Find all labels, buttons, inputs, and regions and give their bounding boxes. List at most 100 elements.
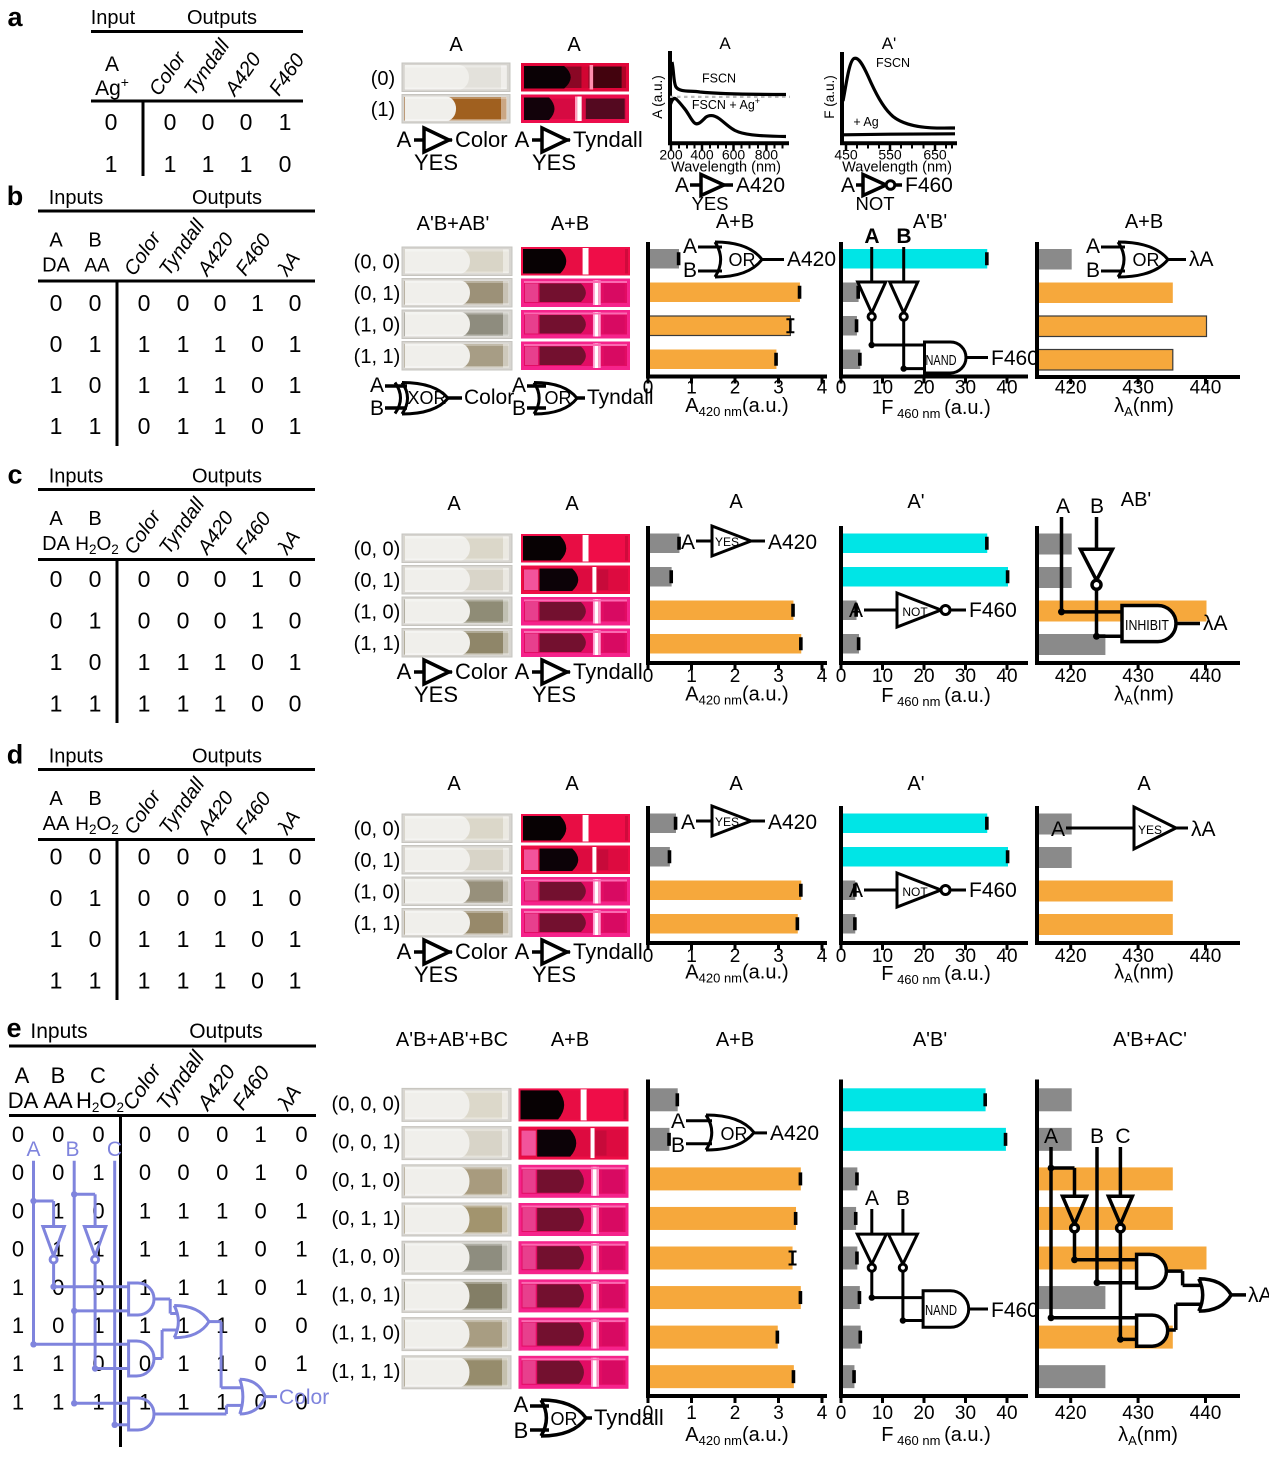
svg-text:Outputs: Outputs bbox=[189, 1020, 263, 1043]
svg-text:(1, 0, 0): (1, 0, 0) bbox=[332, 1246, 401, 1268]
svg-text:1: 1 bbox=[177, 1389, 189, 1414]
svg-text:Input: Input bbox=[91, 7, 136, 29]
svg-text:0: 0 bbox=[202, 109, 215, 135]
svg-text:(0, 0): (0, 0) bbox=[354, 252, 401, 274]
svg-text:Inputs: Inputs bbox=[49, 746, 103, 768]
svg-text:F460: F460 bbox=[991, 347, 1039, 370]
svg-text:A+B: A+B bbox=[1125, 211, 1163, 233]
svg-text:0: 0 bbox=[138, 844, 151, 870]
svg-text:0: 0 bbox=[251, 926, 264, 952]
svg-text:d: d bbox=[7, 740, 24, 770]
svg-text:0: 0 bbox=[177, 844, 190, 870]
svg-text:A: A bbox=[671, 1110, 685, 1133]
svg-text:550: 550 bbox=[878, 147, 902, 163]
svg-text:F460: F460 bbox=[969, 599, 1017, 622]
svg-text:1: 1 bbox=[686, 666, 697, 687]
svg-text:1: 1 bbox=[295, 1275, 307, 1300]
svg-text:A: A bbox=[865, 1187, 879, 1210]
svg-text:1: 1 bbox=[12, 1351, 24, 1376]
svg-text:1: 1 bbox=[177, 968, 190, 994]
svg-text:1: 1 bbox=[686, 1403, 697, 1424]
svg-text:DA: DA bbox=[8, 1088, 39, 1113]
svg-text:1: 1 bbox=[177, 372, 190, 398]
svg-text:A+B: A+B bbox=[551, 1029, 589, 1051]
svg-text:0: 0 bbox=[295, 1313, 307, 1338]
svg-text:YES: YES bbox=[532, 150, 576, 175]
svg-text:1: 1 bbox=[216, 1198, 228, 1223]
svg-text:0: 0 bbox=[251, 649, 264, 675]
svg-text:0: 0 bbox=[89, 566, 102, 592]
svg-text:0: 0 bbox=[643, 378, 654, 399]
svg-text:A: A bbox=[49, 788, 63, 810]
svg-text:B: B bbox=[683, 259, 697, 282]
svg-text:A'B+AB'+BC: A'B+AB'+BC bbox=[396, 1029, 508, 1051]
svg-text:0: 0 bbox=[177, 290, 190, 316]
svg-text:0: 0 bbox=[52, 1160, 64, 1185]
svg-text:0: 0 bbox=[50, 844, 63, 870]
svg-text:0: 0 bbox=[254, 1313, 266, 1338]
svg-text:1: 1 bbox=[138, 926, 151, 952]
svg-text:0: 0 bbox=[295, 1160, 307, 1185]
svg-text:430: 430 bbox=[1122, 1403, 1154, 1424]
svg-text:(0, 0, 0): (0, 0, 0) bbox=[332, 1093, 401, 1115]
svg-text:Color: Color bbox=[455, 939, 508, 964]
svg-text:B: B bbox=[512, 397, 526, 420]
svg-text:1: 1 bbox=[52, 1351, 64, 1376]
svg-text:A: A bbox=[675, 174, 689, 197]
svg-text:A': A' bbox=[882, 34, 897, 53]
svg-text:1: 1 bbox=[214, 413, 227, 439]
svg-text:A: A bbox=[370, 374, 384, 397]
svg-text:0: 0 bbox=[289, 844, 302, 870]
svg-text:C: C bbox=[90, 1063, 106, 1088]
svg-text:0: 0 bbox=[138, 566, 151, 592]
svg-text:(1, 1): (1, 1) bbox=[354, 633, 401, 655]
svg-text:0: 0 bbox=[251, 413, 264, 439]
svg-text:1: 1 bbox=[139, 1237, 151, 1262]
svg-text:0: 0 bbox=[139, 1160, 151, 1185]
svg-text:YES: YES bbox=[691, 193, 728, 214]
svg-text:C: C bbox=[107, 1138, 122, 1161]
svg-text:0: 0 bbox=[138, 608, 151, 634]
svg-text:0: 0 bbox=[89, 926, 102, 952]
svg-text:Outputs: Outputs bbox=[192, 746, 262, 768]
svg-text:1: 1 bbox=[251, 844, 264, 870]
svg-text:0: 0 bbox=[643, 1403, 654, 1424]
svg-text:A'B+AC': A'B+AC' bbox=[1113, 1029, 1187, 1051]
svg-text:0: 0 bbox=[177, 566, 190, 592]
svg-text:1: 1 bbox=[89, 885, 102, 911]
svg-text:0: 0 bbox=[289, 885, 302, 911]
svg-text:0: 0 bbox=[52, 1313, 64, 1338]
svg-text:B: B bbox=[88, 230, 101, 252]
svg-text:1: 1 bbox=[216, 1275, 228, 1300]
svg-text:NAND: NAND bbox=[926, 352, 957, 369]
svg-text:0: 0 bbox=[89, 372, 102, 398]
svg-text:AA: AA bbox=[43, 813, 70, 835]
svg-text:YES: YES bbox=[1138, 823, 1162, 837]
svg-text:3: 3 bbox=[773, 666, 784, 687]
svg-text:B: B bbox=[1090, 495, 1104, 518]
svg-text:1: 1 bbox=[50, 372, 63, 398]
svg-text:B: B bbox=[65, 1138, 79, 1161]
svg-text:Outputs: Outputs bbox=[187, 7, 257, 29]
svg-text:DA: DA bbox=[42, 255, 70, 277]
svg-text:0: 0 bbox=[289, 290, 302, 316]
svg-text:FSCN: FSCN bbox=[702, 72, 736, 86]
svg-text:λA(nm): λA(nm) bbox=[1114, 962, 1174, 986]
svg-text:A: A bbox=[719, 34, 731, 53]
svg-text:A'B': A'B' bbox=[913, 211, 947, 233]
svg-text:1: 1 bbox=[177, 413, 190, 439]
svg-text:0: 0 bbox=[50, 290, 63, 316]
svg-text:1: 1 bbox=[139, 1198, 151, 1223]
svg-text:A': A' bbox=[907, 773, 924, 795]
svg-text:(0, 1, 0): (0, 1, 0) bbox=[332, 1170, 401, 1192]
svg-text:1: 1 bbox=[202, 151, 215, 177]
svg-text:0: 0 bbox=[89, 649, 102, 675]
svg-text:0: 0 bbox=[254, 1237, 266, 1262]
svg-text:1: 1 bbox=[216, 1237, 228, 1262]
svg-text:0: 0 bbox=[105, 109, 118, 135]
svg-text:1: 1 bbox=[177, 1275, 189, 1300]
svg-text:F460: F460 bbox=[991, 1299, 1039, 1322]
svg-text:A (a.u.): A (a.u.) bbox=[650, 75, 665, 119]
svg-text:A: A bbox=[681, 811, 695, 834]
svg-text:+ Ag: + Ag bbox=[853, 115, 878, 129]
